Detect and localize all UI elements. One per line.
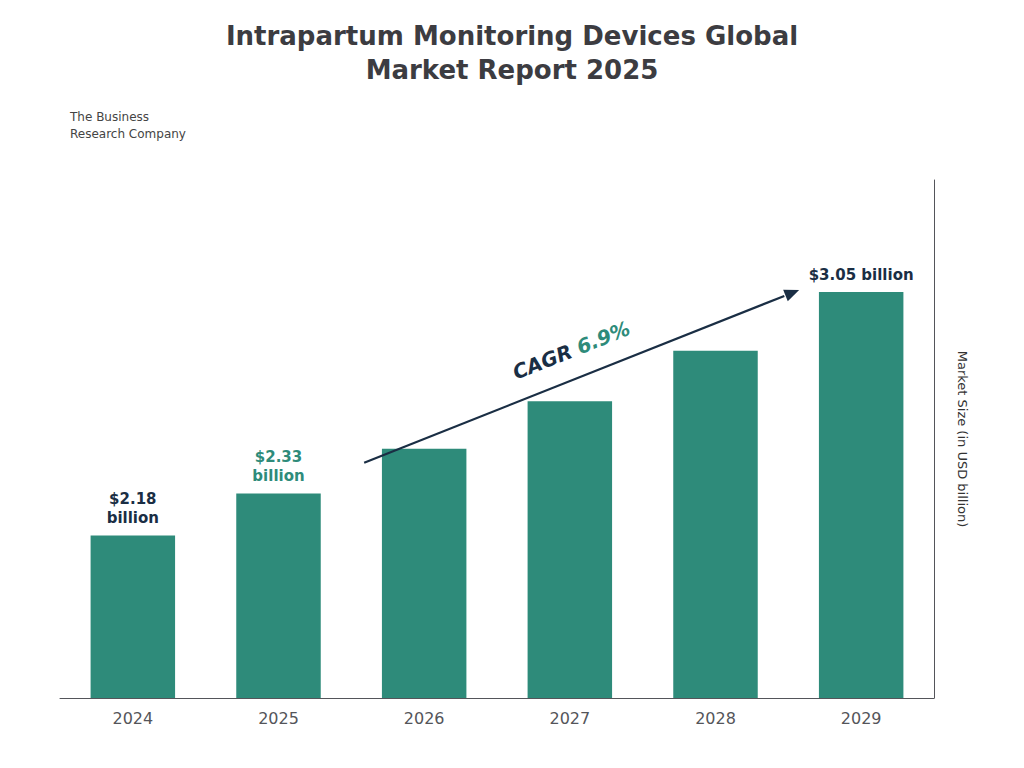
svg-text:Market Report 2025: Market Report 2025 — [366, 55, 659, 85]
svg-text:Research Company: Research Company — [70, 127, 186, 141]
svg-text:billion: billion — [252, 467, 304, 485]
svg-text:Intrapartum Monitoring Devices: Intrapartum Monitoring Devices Global — [226, 21, 798, 51]
svg-text:billion: billion — [107, 509, 159, 527]
svg-text:2026: 2026 — [404, 709, 445, 728]
svg-text:2024: 2024 — [112, 709, 153, 728]
svg-text:6.9%: 6.9% — [573, 316, 633, 359]
svg-text:2029: 2029 — [841, 709, 882, 728]
svg-text:The Business: The Business — [69, 110, 149, 124]
svg-text:$3.05 billion: $3.05 billion — [809, 266, 914, 284]
svg-text:$2.33: $2.33 — [255, 448, 302, 466]
svg-text:2025: 2025 — [258, 709, 299, 728]
svg-text:Market Size (in USD billion): Market Size (in USD billion) — [955, 351, 970, 528]
svg-text:2028: 2028 — [695, 709, 736, 728]
svg-text:2027: 2027 — [549, 709, 590, 728]
svg-text:$2.18: $2.18 — [109, 490, 156, 508]
svg-text:CAGR: CAGR — [509, 337, 582, 385]
